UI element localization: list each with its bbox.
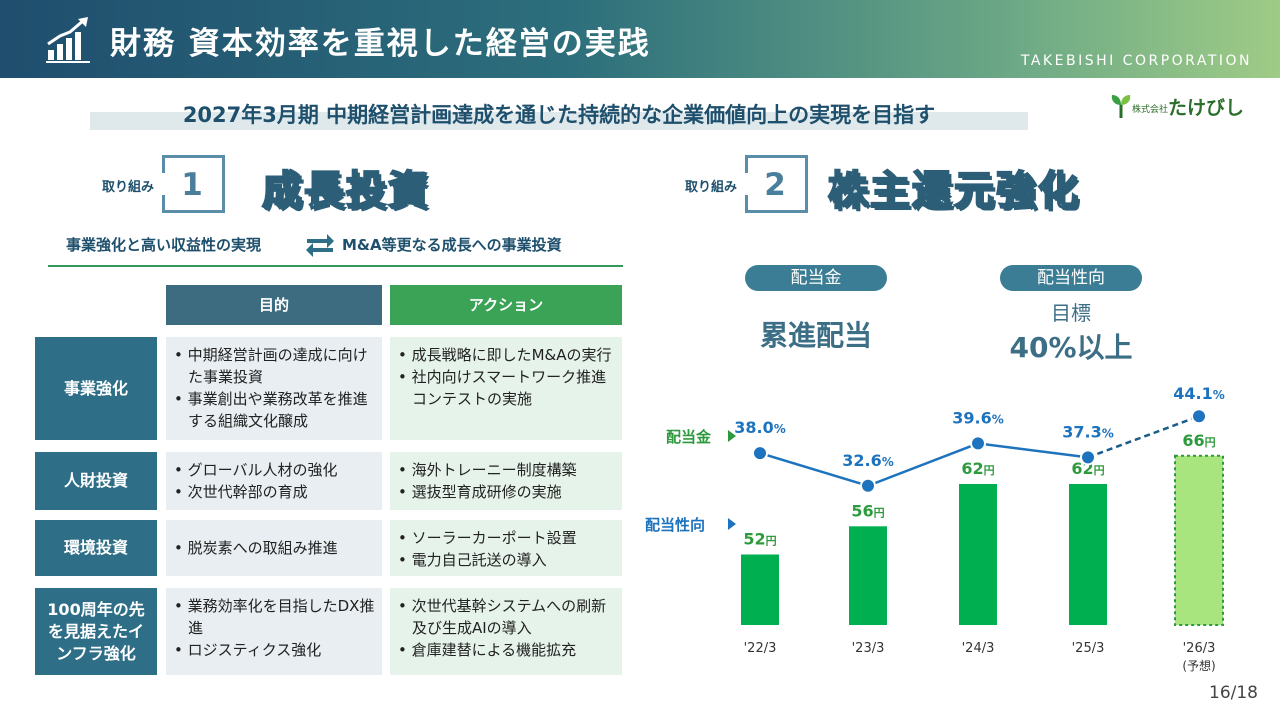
divider xyxy=(48,265,623,267)
payout-point xyxy=(1191,408,1207,425)
bullet: • ソーラーカーポート設置 xyxy=(398,529,577,547)
row-infrastructure-purpose: • 業務効率化を目指したDX推進 • ロジスティクス強化 xyxy=(166,588,382,675)
initiative-1-number: 1 xyxy=(162,155,225,213)
growth-investment-summary: 事業強化と高い収益性の実現 M&A等更なる成長への事業投資 xyxy=(48,228,623,268)
exchange-arrows-icon xyxy=(306,234,334,257)
page-number: 16/18 xyxy=(1209,683,1258,703)
header-bar: 財務 資本効率を重視した経営の実践 TAKEBISHI CORPORATION xyxy=(0,0,1280,78)
bullet: • 海外トレーニー制度構築 xyxy=(398,461,577,479)
leaf-logo-icon xyxy=(1111,95,1131,118)
company-name: TAKEBISHI CORPORATION xyxy=(1020,53,1252,69)
row-label-business: 事業強化 xyxy=(35,337,157,440)
row-business-action: • 成長戦略に即したM&Aの実行 • 社内向けスマートワーク推進コンテストの実施 xyxy=(390,337,622,440)
initiative-1-tag: 取り組み xyxy=(102,180,155,195)
bullet: • 事業創出や業務改革を推進する組織文化醸成 xyxy=(174,390,368,430)
x-tick-label: '26/3 xyxy=(1183,641,1216,656)
bullet: • 業務効率化を目指したDX推進 xyxy=(174,597,375,637)
row-environment-purpose: • 脱炭素への取組み推進 xyxy=(166,520,382,576)
dividend-bar xyxy=(849,526,887,625)
bullet: • 電力自己託送の導入 xyxy=(398,551,547,569)
payout-line xyxy=(759,442,1089,488)
initiative-2-title: 株主還元強化 xyxy=(827,167,1080,215)
summary-left-text: 事業強化と高い収益性の実現 xyxy=(66,236,262,254)
x-tick-label: '22/3 xyxy=(744,641,777,656)
bullet: • 社内向けスマートワーク推進コンテストの実施 xyxy=(398,368,607,408)
payout-value-label: 32.6% xyxy=(842,451,894,470)
legend-dividend-label: 配当金 xyxy=(666,428,712,446)
bullet: • 倉庫建替による機能拡充 xyxy=(398,641,577,659)
dividend-value-label: 56円 xyxy=(851,501,884,520)
logo-name: たけびし xyxy=(1168,97,1245,119)
bullet: • 中期経営計画の達成に向けた事業投資 xyxy=(174,346,368,386)
legend-payout-arrow-icon xyxy=(728,518,736,530)
payout-point xyxy=(752,445,768,462)
dividend-value-label: 62円 xyxy=(961,459,994,478)
company-logo: 株式会社 たけびし xyxy=(1110,92,1250,120)
summary-right-text: M&A等更なる成長への事業投資 xyxy=(342,236,562,254)
dividend-policy: 累進配当 xyxy=(759,319,872,352)
initiative-2-tag: 取り組み xyxy=(685,180,738,195)
legend-dividend-arrow-icon xyxy=(728,430,736,442)
payout-point xyxy=(1080,449,1096,466)
dividend-value-label: 62円 xyxy=(1071,459,1104,478)
initiative-2-number: 2 xyxy=(745,155,808,213)
dividend-bar xyxy=(1174,454,1224,626)
dividend-bar xyxy=(741,554,779,625)
bullet: • ロジスティクス強化 xyxy=(174,641,322,659)
bullet: • 脱炭素への取組み推進 xyxy=(174,539,338,557)
dividend-value-label: 66円 xyxy=(1182,431,1215,450)
legend-payout-label: 配当性向 xyxy=(645,516,705,534)
payout-value-label: 37.3% xyxy=(1062,422,1114,441)
target-value: 40%以上 xyxy=(1009,331,1133,364)
row-environment-action: • ソーラーカーポート設置 • 電力自己託送の導入 xyxy=(390,520,622,576)
bullet: • 選抜型育成研修の実施 xyxy=(398,483,562,501)
x-tick-label: '25/3 xyxy=(1072,641,1105,656)
column-header-action: アクション xyxy=(390,285,622,325)
bullet: • 成長戦略に即したM&Aの実行 xyxy=(398,346,612,364)
initiative-1-title: 成長投資 xyxy=(261,167,430,215)
payout-value-label: 44.1% xyxy=(1173,384,1225,403)
x-tick-label: '23/3 xyxy=(852,641,885,656)
dividend-value-label: 52円 xyxy=(743,530,776,549)
payout-pill: 配当性向 xyxy=(1000,265,1142,291)
dividend-bar xyxy=(1069,484,1107,625)
row-business-purpose: • 中期経営計画の達成に向けた事業投資 • 事業創出や業務改革を推進する組織文化… xyxy=(166,337,382,440)
logo-company-type: 株式会社 xyxy=(1132,105,1169,115)
row-label-environment: 環境投資 xyxy=(35,520,157,576)
row-hr-purpose: • グローバル人材の強化 • 次世代幹部の育成 xyxy=(166,452,382,510)
subtitle: 2027年3月期 中期経営計画達成を通じた持続的な企業価値向上の実現を目指す xyxy=(90,97,1028,130)
bullet: • グローバル人材の強化 xyxy=(174,461,338,479)
dividend-chart: 52円 '22/3 56円 '23/3 62円 '24/3 62円 '25/3 66円 '26/3… xyxy=(645,383,1226,673)
payout-value-label: 38.0% xyxy=(734,418,786,437)
payout-point xyxy=(860,477,876,494)
payout-value-label: 39.6% xyxy=(952,408,1004,427)
payout-point xyxy=(970,435,986,452)
row-hr-action: • 海外トレーニー制度構築 • 選抜型育成研修の実施 xyxy=(390,452,622,510)
x-tick-note: (予想) xyxy=(1182,658,1215,673)
x-tick-label: '24/3 xyxy=(962,641,995,656)
dividend-bar xyxy=(959,484,997,625)
growth-chart-icon xyxy=(46,17,90,63)
bullet: • 次世代幹部の育成 xyxy=(174,483,308,501)
row-label-infrastructure: 100周年の先を見据えたインフラ強化 xyxy=(35,588,157,675)
row-label-hr: 人財投資 xyxy=(35,452,157,510)
bullet: • 次世代基幹システムへの刷新及び生成AIの導入 xyxy=(398,597,607,637)
page-title: 財務 資本効率を重視した経営の実践 xyxy=(110,26,651,62)
column-header-purpose: 目的 xyxy=(166,285,382,325)
row-infrastructure-action: • 次世代基幹システムへの刷新及び生成AIの導入 • 倉庫建替による機能拡充 xyxy=(390,588,622,675)
dividend-pill: 配当金 xyxy=(745,265,887,291)
target-label: 目標 xyxy=(1051,301,1091,325)
